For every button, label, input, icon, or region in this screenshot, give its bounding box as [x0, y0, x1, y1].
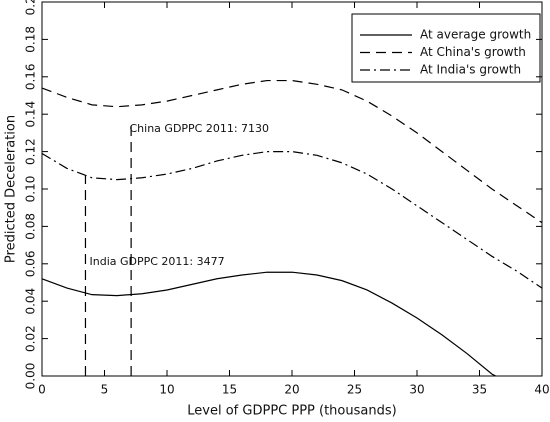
y-tick-label: 0.04	[24, 288, 38, 315]
series-line	[41, 79, 543, 224]
x-tick-label: 30	[409, 383, 424, 397]
y-tick-label: 0.12	[24, 138, 38, 165]
y-tick-label: 0.16	[24, 63, 38, 90]
legend-box	[351, 13, 541, 83]
x-tick-label: 0	[38, 383, 46, 397]
y-tick-label: 0.06	[24, 250, 38, 277]
legend-label: At India's growth	[420, 63, 521, 77]
x-tick-label: 20	[284, 383, 299, 397]
x-tick-label: 15	[222, 383, 237, 397]
series-line	[41, 271, 497, 377]
y-tick-label: 0.00	[24, 363, 38, 390]
x-tick-label: 10	[159, 383, 174, 397]
x-axis-title: Level of GDPPC PPP (thousands)	[187, 404, 396, 419]
series-line	[41, 151, 543, 289]
y-tick-label: 0.02	[24, 325, 38, 352]
y-axis-title: Predicted Deceleration	[4, 115, 19, 263]
y-tick-label: 0.10	[24, 176, 38, 203]
x-tick-label: 25	[347, 383, 362, 397]
annotation: China GDPPC 2011: 7130	[130, 122, 270, 135]
y-tick-label: 0.08	[24, 213, 38, 240]
annotation: India GDPPC 2011: 3477	[90, 255, 225, 268]
legend-label: At China's growth	[420, 45, 526, 59]
x-tick-label: 35	[472, 383, 487, 397]
y-tick-label: 0.20	[24, 0, 38, 15]
legend-label: At average growth	[420, 28, 531, 42]
y-tick-label: 0.18	[24, 26, 38, 53]
y-tick-label: 0.14	[24, 101, 38, 128]
x-tick-label: 5	[101, 383, 109, 397]
x-tick-label: 40	[534, 383, 549, 397]
